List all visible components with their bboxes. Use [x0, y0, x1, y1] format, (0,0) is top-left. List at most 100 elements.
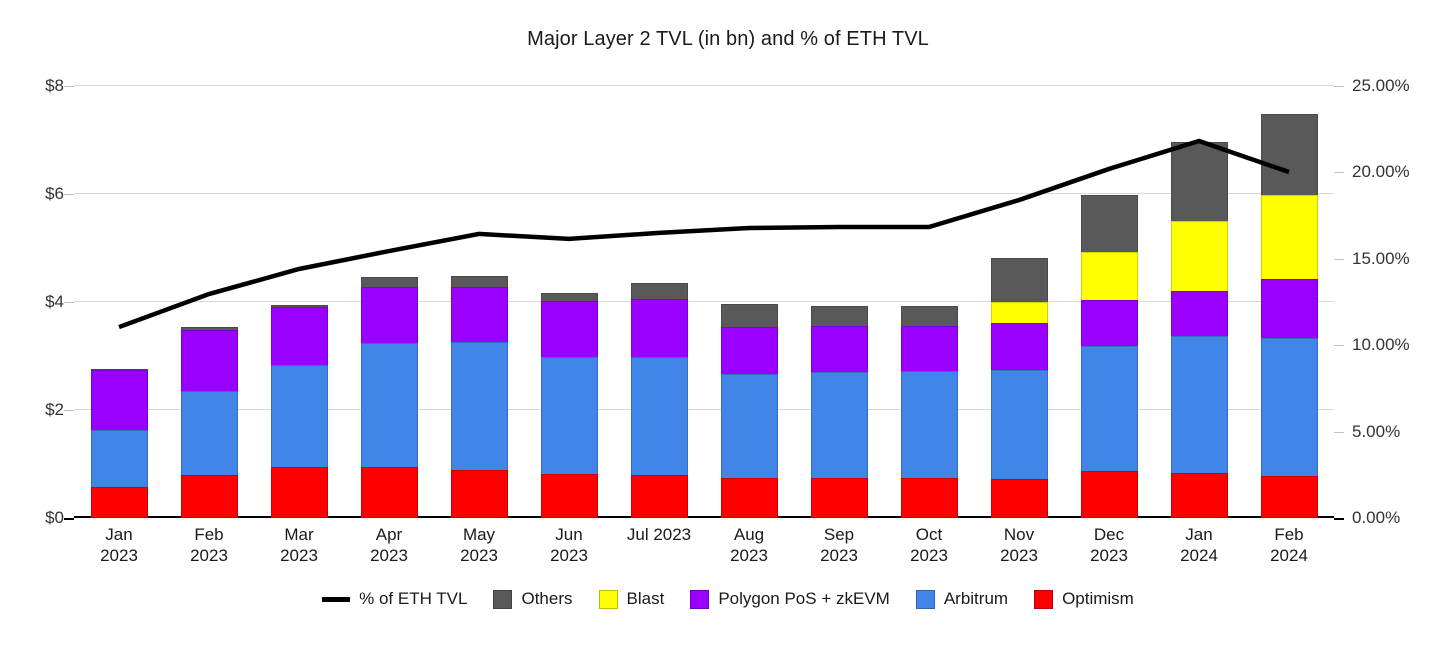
bar-segment-polygon-pos-zkevm[interactable]	[1080, 299, 1138, 346]
bar-stack[interactable]	[630, 86, 688, 518]
bar-segment-optimism[interactable]	[1260, 475, 1318, 518]
bar-segment-blast[interactable]	[1260, 195, 1318, 280]
legend-item-blast[interactable]: Blast	[598, 589, 664, 609]
x-axis-tick-label-line1: Nov	[1003, 525, 1035, 544]
bar-segment-others[interactable]	[270, 305, 328, 308]
legend-item-arbitrum[interactable]: Arbitrum	[915, 589, 1008, 609]
legend-item-label: Others	[521, 589, 573, 608]
bar-segment-polygon-pos-zkevm[interactable]	[810, 326, 868, 373]
bar-stack[interactable]	[810, 86, 868, 518]
bar-segment-optimism[interactable]	[360, 467, 418, 518]
bar-segment-optimism[interactable]	[630, 474, 688, 518]
x-axis-tick-label-line2: 2024	[1270, 546, 1308, 565]
bar-segment-arbitrum[interactable]	[540, 357, 598, 475]
bar-segment-arbitrum[interactable]	[900, 371, 958, 479]
legend-item-polygon-pos-zkevm[interactable]: Polygon PoS + zkEVM	[690, 589, 890, 609]
bar-segment-arbitrum[interactable]	[630, 356, 688, 475]
bar-stack[interactable]	[990, 86, 1048, 518]
bar-stack[interactable]	[1170, 86, 1228, 518]
bar-segment-optimism[interactable]	[540, 474, 598, 518]
x-axis-tick-label-line1: Jun	[555, 525, 583, 544]
bar-segment-optimism[interactable]	[900, 478, 958, 518]
bar-segment-arbitrum[interactable]	[1170, 336, 1228, 474]
bar-segment-polygon-pos-zkevm[interactable]	[540, 300, 598, 358]
x-axis-tick-label-line1: Sep	[823, 525, 855, 544]
bar-segment-others[interactable]	[540, 292, 598, 301]
bar-stack[interactable]	[900, 86, 958, 518]
bar-stack[interactable]	[360, 86, 418, 518]
bar-segment-polygon-pos-zkevm[interactable]	[450, 286, 508, 342]
bar-stack[interactable]	[540, 86, 598, 518]
bar-segment-arbitrum[interactable]	[990, 370, 1048, 480]
bar-segment-polygon-pos-zkevm[interactable]	[630, 299, 688, 357]
bar-segment-others[interactable]	[1080, 194, 1138, 252]
chart-title: Major Layer 2 TVL (in bn) and % of ETH T…	[527, 28, 929, 50]
bar-segment-others[interactable]	[810, 306, 868, 327]
bar-segment-polygon-pos-zkevm[interactable]	[900, 326, 958, 372]
bar-segment-optimism[interactable]	[810, 478, 868, 518]
bar-segment-arbitrum[interactable]	[810, 372, 868, 479]
bar-segment-blast[interactable]	[1080, 251, 1138, 300]
bar-segment-arbitrum[interactable]	[450, 341, 508, 471]
bar-segment-others[interactable]	[900, 306, 958, 327]
bar-segment-arbitrum[interactable]	[1080, 345, 1138, 472]
y-axis-right-tick-label: 25.00%	[1352, 76, 1410, 95]
bar-segment-blast[interactable]	[990, 302, 1048, 324]
bar-segment-others[interactable]	[990, 258, 1048, 302]
legend-swatch-icon	[690, 589, 710, 609]
bar-segment-arbitrum[interactable]	[360, 343, 418, 468]
bar-segment-blast[interactable]	[1170, 221, 1228, 292]
bar-segment-polygon-pos-zkevm[interactable]	[180, 329, 238, 391]
x-axis-tick-label-line2: 2023	[820, 546, 858, 565]
y-axis-left-tickmark	[64, 410, 74, 411]
legend-item-others[interactable]: Others	[493, 589, 573, 609]
bar-segment-optimism[interactable]	[990, 479, 1048, 518]
bar-segment-polygon-pos-zkevm[interactable]	[270, 307, 328, 366]
bar-segment-others[interactable]	[1170, 142, 1228, 221]
bar-segment-optimism[interactable]	[450, 470, 508, 518]
bar-segment-polygon-pos-zkevm[interactable]	[90, 370, 148, 430]
bar-stack[interactable]	[90, 86, 148, 518]
bar-segment-polygon-pos-zkevm[interactable]	[360, 286, 418, 344]
x-axis-tick-label-line1: Feb	[194, 525, 224, 544]
bar-segment-optimism[interactable]	[270, 467, 328, 518]
bar-stack[interactable]	[270, 86, 328, 518]
legend-item-optimism[interactable]: Optimism	[1034, 589, 1134, 609]
y-axis-right-tick-label: 0.00%	[1352, 508, 1401, 527]
bar-stack[interactable]	[1260, 86, 1318, 518]
bar-segment-others[interactable]	[720, 303, 778, 327]
legend-item-of-eth-tvl[interactable]: % of ETH TVL	[322, 589, 467, 609]
bar-segment-others[interactable]	[450, 276, 508, 287]
bar-stack[interactable]	[1080, 86, 1138, 518]
bar-segment-others[interactable]	[90, 368, 148, 371]
bar-segment-optimism[interactable]	[180, 475, 238, 518]
bar-stack[interactable]	[450, 86, 508, 518]
bar-segment-polygon-pos-zkevm[interactable]	[1260, 279, 1318, 338]
bar-segment-others[interactable]	[180, 327, 238, 330]
legend-swatch-icon	[1034, 589, 1054, 609]
bar-segment-arbitrum[interactable]	[270, 365, 328, 468]
bar-segment-polygon-pos-zkevm[interactable]	[990, 323, 1048, 371]
x-axis-tick-label-line1: Feb	[1274, 525, 1304, 544]
bar-segment-polygon-pos-zkevm[interactable]	[1170, 291, 1228, 337]
bar-segment-optimism[interactable]	[90, 487, 148, 518]
bar-segment-arbitrum[interactable]	[720, 373, 778, 479]
y-axis-left-tickmark	[64, 518, 74, 520]
bar-segment-others[interactable]	[630, 283, 688, 300]
bar-segment-optimism[interactable]	[1080, 471, 1138, 518]
y-axis-right-tickmark	[1334, 172, 1344, 174]
bar-segment-polygon-pos-zkevm[interactable]	[720, 326, 778, 374]
bar-segment-optimism[interactable]	[1170, 473, 1228, 518]
y-axis-left-tick-label: $8	[45, 76, 64, 95]
bar-segment-others[interactable]	[1260, 114, 1318, 196]
bar-stack[interactable]	[720, 86, 778, 518]
y-axis-left-tick-label: $4	[45, 292, 64, 311]
bar-segment-arbitrum[interactable]	[1260, 337, 1318, 476]
bar-stack[interactable]	[180, 86, 238, 518]
bar-segment-others[interactable]	[360, 276, 418, 287]
bar-segment-arbitrum[interactable]	[90, 430, 148, 488]
x-axis-tick-label: Dec 2023	[1058, 524, 1160, 566]
bar-segment-optimism[interactable]	[720, 478, 778, 518]
bar-segment-arbitrum[interactable]	[180, 390, 238, 476]
